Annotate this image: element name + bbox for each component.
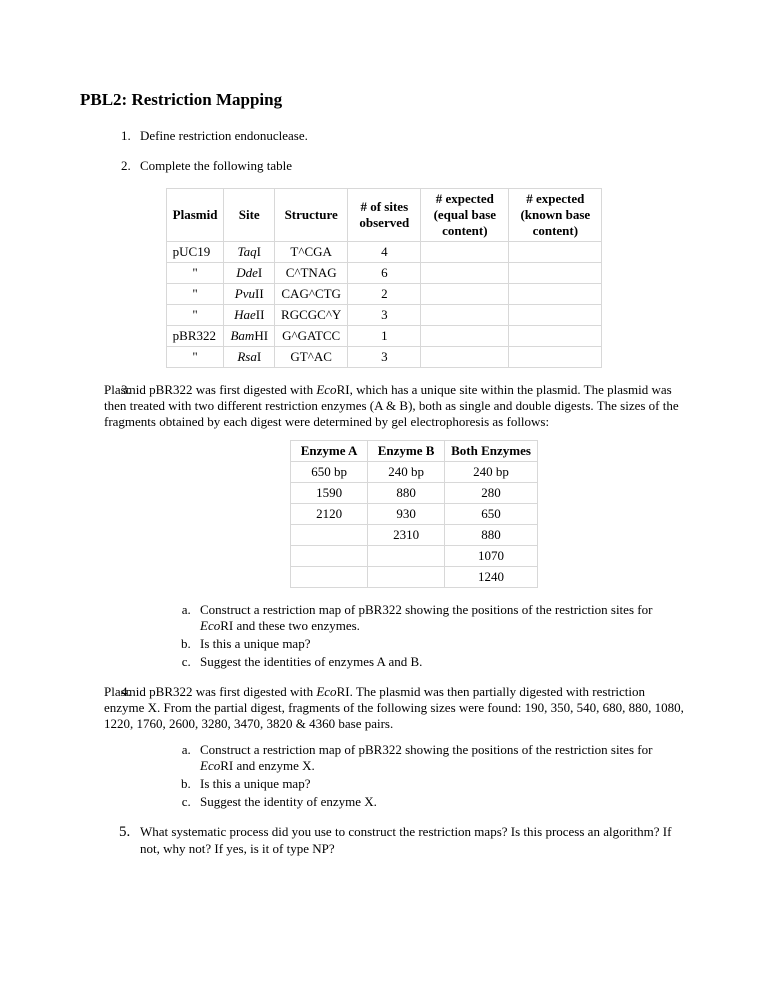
cell-expected-equal xyxy=(421,242,509,263)
table-row: pUC19 TaqI T^CGA 4 xyxy=(166,242,602,263)
question-2: Complete the following table xyxy=(134,158,688,174)
cell-structure: GT^AC xyxy=(275,347,348,368)
cell-plasmid: " xyxy=(166,263,224,284)
question-1: Define restriction endonuclease. xyxy=(134,128,688,144)
question-3: Plasmid pBR322 was first digested with E… xyxy=(134,382,688,670)
cell-plasmid: " xyxy=(166,305,224,326)
cell-structure: T^CGA xyxy=(275,242,348,263)
q2-text: Complete the following table xyxy=(140,158,292,173)
table-row: 1070 xyxy=(291,546,538,567)
cell-site: PvuII xyxy=(224,284,275,305)
cell-expected-equal xyxy=(421,305,509,326)
cell-structure: C^TNAG xyxy=(275,263,348,284)
tbl1-h1: Plasmid xyxy=(166,189,224,242)
table-row: 2120930650 xyxy=(291,504,538,525)
cell-structure: RGCGC^Y xyxy=(275,305,348,326)
cell-structure: G^GATCC xyxy=(275,326,348,347)
tbl2-h2: Enzyme B xyxy=(368,441,445,462)
q1-text: Define restriction endonuclease. xyxy=(140,128,308,143)
cell-site: RsaI xyxy=(224,347,275,368)
tbl1-h5: # expected (equal base content) xyxy=(421,189,509,242)
question-5: What systematic process did you use to c… xyxy=(134,824,688,858)
table-row: 650 bp240 bp240 bp xyxy=(291,462,538,483)
cell-expected-known xyxy=(509,347,602,368)
cell-site: HaeII xyxy=(224,305,275,326)
q3-eco: Eco xyxy=(316,382,336,397)
cell-observed: 4 xyxy=(348,242,421,263)
fragments-table: Enzyme A Enzyme B Both Enzymes 650 bp240… xyxy=(290,440,538,588)
table-row: " PvuII CAG^CTG 2 xyxy=(166,284,602,305)
q3-sub-list: Construct a restriction map of pBR322 sh… xyxy=(140,602,688,670)
cell-site: BamHI xyxy=(224,326,275,347)
q3-para-a: Plasmid pBR322 was first digested with xyxy=(104,382,316,397)
q5-text: What systematic process did you use to c… xyxy=(140,824,671,856)
q4a: Construct a restriction map of pBR322 sh… xyxy=(194,742,688,774)
cell-plasmid: pUC19 xyxy=(166,242,224,263)
tbl1-h2: Site xyxy=(224,189,275,242)
cell-expected-equal xyxy=(421,284,509,305)
page-title: PBL2: Restriction Mapping xyxy=(80,90,688,110)
cell-expected-known xyxy=(509,305,602,326)
question-list-cont: Plasmid pBR322 was first digested with E… xyxy=(80,382,688,858)
cell-observed: 2 xyxy=(348,284,421,305)
document-page: PBL2: Restriction Mapping Define restric… xyxy=(0,0,768,912)
q3c: Suggest the identities of enzymes A and … xyxy=(194,654,688,670)
cell-expected-equal xyxy=(421,263,509,284)
cell-plasmid: pBR322 xyxy=(166,326,224,347)
table-row: 2310880 xyxy=(291,525,538,546)
cell-observed: 3 xyxy=(348,305,421,326)
cell-expected-known xyxy=(509,284,602,305)
cell-plasmid: " xyxy=(166,347,224,368)
table-row: " RsaI GT^AC 3 xyxy=(166,347,602,368)
tbl1-h3: Structure xyxy=(275,189,348,242)
tbl2-h3: Both Enzymes xyxy=(445,441,538,462)
q4b: Is this a unique map? xyxy=(194,776,688,792)
tbl1-h6: # expected (known base content) xyxy=(509,189,602,242)
cell-expected-equal xyxy=(421,326,509,347)
q4c: Suggest the identity of enzyme X. xyxy=(194,794,688,810)
enzyme-sites-table: Plasmid Site Structure # of sites observ… xyxy=(166,188,603,368)
q3b: Is this a unique map? xyxy=(194,636,688,652)
table-row: " HaeII RGCGC^Y 3 xyxy=(166,305,602,326)
cell-observed: 6 xyxy=(348,263,421,284)
table-row: 1240 xyxy=(291,567,538,588)
cell-site: TaqI xyxy=(224,242,275,263)
table-row: " DdeI C^TNAG 6 xyxy=(166,263,602,284)
cell-observed: 3 xyxy=(348,347,421,368)
cell-expected-equal xyxy=(421,347,509,368)
q3-ri: RI xyxy=(337,382,350,397)
question-4: Plasmid pBR322 was first digested with E… xyxy=(134,684,688,810)
cell-expected-known xyxy=(509,242,602,263)
cell-structure: CAG^CTG xyxy=(275,284,348,305)
q4-sub-list: Construct a restriction map of pBR322 sh… xyxy=(140,742,688,810)
tbl2-h1: Enzyme A xyxy=(291,441,368,462)
cell-expected-known xyxy=(509,326,602,347)
cell-expected-known xyxy=(509,263,602,284)
question-list: Define restriction endonuclease. Complet… xyxy=(80,128,688,174)
table-row: 1590880280 xyxy=(291,483,538,504)
q3a: Construct a restriction map of pBR322 sh… xyxy=(194,602,688,634)
table-row: pBR322 BamHI G^GATCC 1 xyxy=(166,326,602,347)
cell-observed: 1 xyxy=(348,326,421,347)
cell-plasmid: " xyxy=(166,284,224,305)
tbl1-h4: # of sites observed xyxy=(348,189,421,242)
cell-site: DdeI xyxy=(224,263,275,284)
